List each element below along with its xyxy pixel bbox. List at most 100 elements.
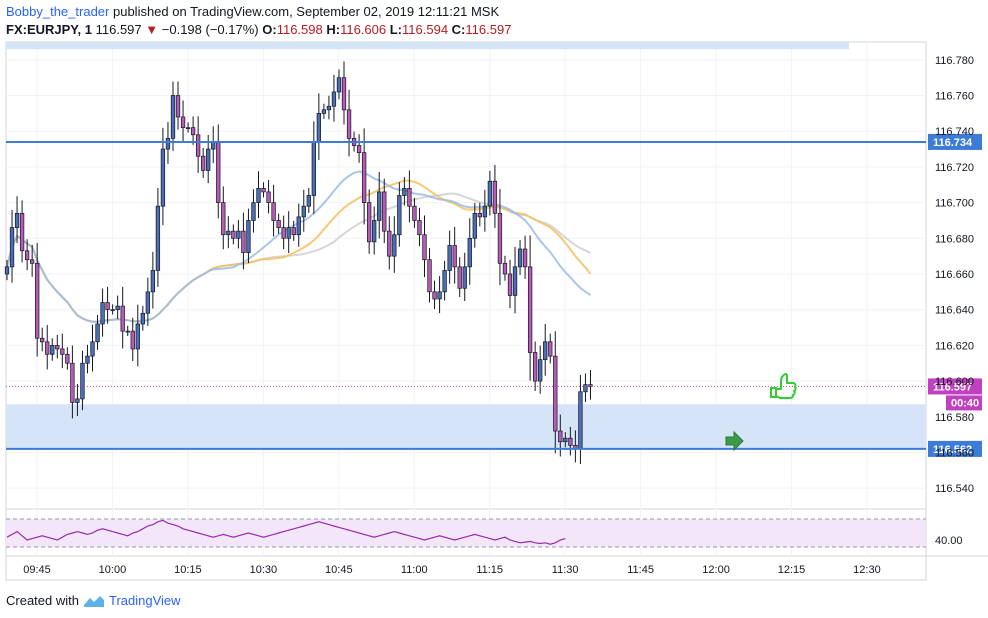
y-tick-label: 116.660 [935, 269, 974, 281]
bearish-candle [502, 255, 508, 281]
candle-body [95, 323, 100, 343]
candle-body [306, 195, 311, 207]
bullish-candle [206, 134, 211, 184]
candle-body [236, 230, 241, 239]
zones [6, 42, 926, 449]
symbol-label: FX:EURJPY, 1 [6, 22, 92, 37]
candle-body [553, 355, 558, 432]
bearish-candle [231, 224, 236, 245]
bullish-candle [236, 219, 241, 249]
bullish-candle [75, 383, 80, 416]
bearish-candle [281, 215, 286, 250]
close-value: 116.597 [465, 22, 512, 37]
candle-body [135, 323, 140, 350]
bearish-candle [201, 148, 206, 178]
bearish-candle [70, 345, 75, 419]
candle-body [422, 234, 427, 261]
candles [4, 61, 593, 464]
candle-body [40, 337, 45, 343]
candle-body [296, 216, 301, 236]
y-tick-label: 116.540 [935, 483, 974, 495]
candle-body [261, 187, 266, 193]
bearish-candle [457, 257, 462, 297]
candle-body [24, 250, 30, 261]
candle-body [356, 145, 362, 153]
candle-body [9, 227, 15, 268]
bullish-candle [170, 81, 176, 151]
bullish-candle [306, 187, 311, 213]
y-tick-label: 116.680 [935, 233, 974, 245]
published-text: published on TradingView.com, September … [112, 4, 500, 19]
bullish-candle [110, 304, 115, 315]
candle-body [412, 205, 417, 221]
bearish-candle [422, 215, 427, 278]
candle-body [487, 180, 493, 207]
bearish-candle [341, 61, 347, 125]
resistance-tag-label: 116.734 [933, 137, 973, 149]
candle-body [512, 266, 518, 296]
candle-body [231, 230, 236, 239]
candle-body [100, 302, 105, 325]
x-tick-label: 11:45 [627, 564, 654, 576]
bearish-candle [120, 286, 125, 349]
bearish-candle [30, 244, 35, 277]
candle-body [527, 266, 533, 353]
candle-body [331, 91, 337, 107]
bullish-candle [286, 211, 291, 254]
resistance-tag [928, 133, 982, 150]
countdown-tag [946, 395, 982, 411]
support-zone [6, 404, 926, 449]
levels: 116.734 116.562 116.597 00:40 [6, 133, 982, 457]
bearish-candle [361, 128, 367, 225]
bearish-candle [216, 124, 221, 219]
bullish-candle [90, 324, 95, 372]
bearish-candle [432, 280, 437, 310]
author-link[interactable]: Bobby_the_trader [6, 4, 110, 19]
candle-body [361, 152, 367, 203]
price-chart[interactable]: 116.734 116.562 116.597 00:40 116.780 116.76… [0, 0, 988, 590]
bearish-candle [532, 341, 538, 392]
bearish-candle [412, 197, 417, 228]
bullish-candle [397, 182, 402, 247]
bearish-candle [45, 325, 50, 370]
bullish-candle [472, 202, 477, 248]
bearish-candle [55, 334, 60, 359]
candle-body [522, 248, 528, 268]
time-axis[interactable]: 09:45 10:00 10:15 10:30 10:45 11:00 11:15 11:30… [23, 564, 880, 576]
bearish-candle [276, 213, 281, 234]
candle-body [35, 262, 40, 339]
candle-body [165, 138, 171, 150]
x-tick-label: 11:30 [552, 564, 579, 576]
top-zone [6, 42, 849, 50]
bullish-candle [331, 74, 337, 122]
candle-body [502, 262, 508, 275]
bearish-candle [477, 202, 482, 227]
candle-body [251, 202, 256, 221]
candle-body [467, 237, 472, 268]
candle-body [532, 352, 538, 382]
price-axis[interactable]: 116.780 116.760 116.740 116.720 116.700 116.6… [935, 55, 974, 547]
candle-body [150, 270, 156, 293]
candle-body [130, 330, 135, 350]
last-price: 116.597 [95, 22, 142, 37]
bearish-candle [527, 235, 533, 381]
candle-body [311, 141, 316, 196]
candle-body [85, 355, 90, 364]
bearish-candle [356, 134, 362, 163]
candle-body [407, 187, 412, 207]
candle-body [120, 305, 125, 332]
candle-body [517, 248, 523, 268]
candle-body [583, 384, 588, 393]
bearish-candle [497, 189, 503, 286]
x-tick-label: 10:00 [99, 564, 127, 576]
bearish-candle [427, 247, 432, 303]
bearish-candle [346, 89, 352, 157]
bullish-candle [251, 189, 256, 233]
bearish-candle [19, 200, 25, 263]
candle-body [80, 362, 85, 400]
tradingview-link[interactable]: TradingView [108, 593, 181, 608]
candle-body [4, 266, 10, 275]
bullish-candle [256, 171, 261, 219]
bullish-candle [563, 432, 568, 448]
bullish-candle [160, 127, 166, 226]
